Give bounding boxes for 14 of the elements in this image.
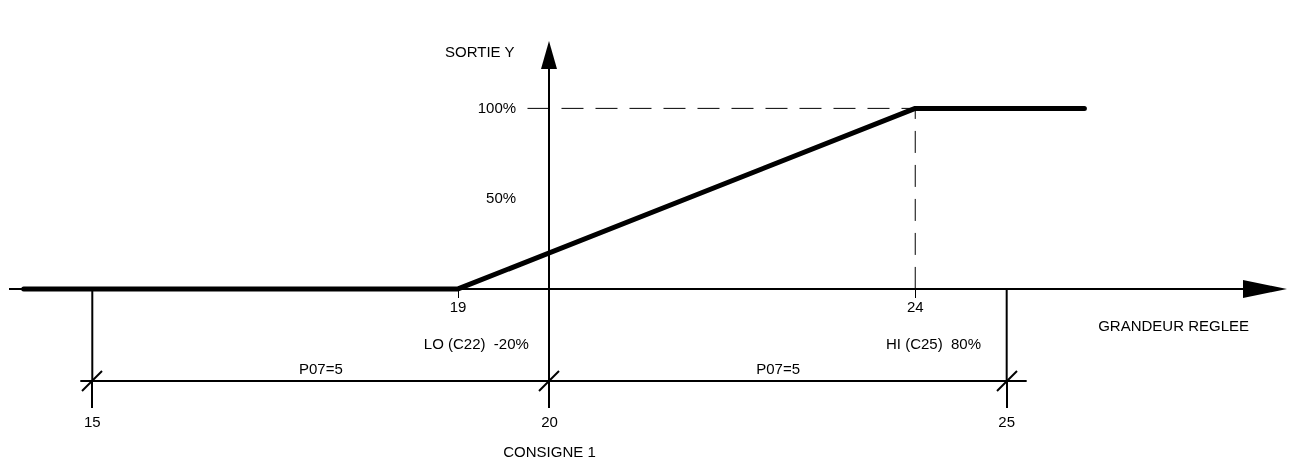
- x-axis-title: GRANDEUR REGLEE: [1098, 317, 1249, 335]
- x2-tick-label: 20: [541, 413, 558, 431]
- annotation: P07=5: [756, 360, 800, 378]
- y-axis-title: SORTIE Y: [445, 43, 515, 61]
- x2-tick-label: 15: [83, 413, 101, 431]
- x2-tick-label: 25: [998, 413, 1016, 431]
- y-tick-label: 50%: [486, 188, 550, 206]
- annotation: P07=5: [298, 360, 343, 378]
- annotation: HI (C25) 80%: [886, 335, 982, 353]
- y-tick-label: 100%: [477, 98, 550, 116]
- text: CONSIGNE 1: [503, 443, 596, 461]
- x-tick-label: 24: [906, 298, 924, 316]
- x-tick-label: 19: [449, 298, 467, 316]
- annotation: LO (C22) -20%: [423, 335, 529, 353]
